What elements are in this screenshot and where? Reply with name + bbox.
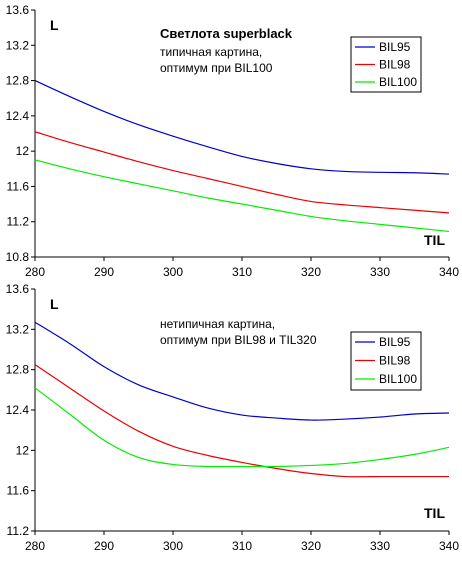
y-tick-label: 11.2 [7, 524, 30, 538]
series-line-bil98 [34, 364, 449, 478]
y-tick-label: 11.2 [7, 215, 30, 229]
series-line-bil95 [34, 321, 450, 421]
y-tick-label: 10.8 [6, 250, 30, 264]
x-tick-label: 310 [232, 539, 252, 553]
x-tick-label: 280 [25, 265, 45, 279]
annotation-line: нетипичная картина, [160, 317, 275, 331]
y-tick-label: 12.4 [6, 403, 30, 417]
x-tick-label: 340 [439, 265, 459, 279]
series-line-bil100 [34, 159, 450, 233]
legend-label: BIL95 [379, 40, 411, 54]
series-line-bil100 [34, 387, 450, 468]
y-tick-label: 12 [16, 443, 30, 457]
legend-label: BIL98 [379, 58, 411, 72]
x-tick-label: 300 [163, 265, 183, 279]
x-tick-label: 310 [232, 265, 252, 279]
series-line-bil95 [34, 80, 450, 175]
x-tick-label: 330 [370, 265, 390, 279]
legend: BIL95 BIL98 BIL100 [350, 331, 422, 391]
chart-title: Светлота superblack [160, 26, 293, 41]
y-tick-label: 11.6 [7, 179, 30, 193]
annotation-line: типичная картина, [160, 45, 262, 59]
x-tick-label: 320 [301, 539, 321, 553]
y-tick-label: 13.6 [6, 3, 30, 17]
y-tick-label: 13.2 [6, 38, 30, 52]
y-tick-label: 11.6 [7, 484, 30, 498]
x-axis-label: TIL [424, 232, 445, 248]
x-tick-label: 290 [94, 539, 114, 553]
x-axis-label: TIL [424, 505, 445, 521]
y-tick-label: 13.2 [6, 322, 30, 336]
y-axis-label: L [50, 17, 59, 33]
y-tick-label: 12 [16, 144, 30, 158]
legend-box [350, 36, 422, 93]
series-line-bil98 [34, 131, 450, 214]
chart-panel-2: 11.2 11.6 12 12.4 12.8 13.2 13.6 280 290 300 310 32… [6, 282, 460, 553]
x-tick-label: 340 [439, 539, 459, 553]
legend-label: BIL100 [379, 372, 417, 386]
x-tick-label: 300 [163, 539, 183, 553]
y-tick-label: 12.8 [6, 74, 30, 88]
legend-label: BIL98 [379, 354, 411, 368]
x-tick-label: 320 [301, 265, 321, 279]
legend: BIL95 BIL98 BIL100 [350, 36, 422, 93]
legend-label: BIL95 [379, 335, 411, 349]
x-tick-label: 280 [25, 539, 45, 553]
annotation-line: оптимум при BIL100 [160, 61, 273, 75]
y-tick-label: 12.4 [6, 109, 30, 123]
y-axis-label: L [50, 296, 59, 312]
x-tick-label: 290 [94, 265, 114, 279]
x-tick-label: 330 [370, 539, 390, 553]
annotation-line: оптимум при BIL98 и TIL320 [160, 333, 317, 347]
y-tick-label: 13.6 [6, 282, 30, 296]
legend-label: BIL100 [379, 75, 417, 89]
y-tick-label: 12.8 [6, 363, 30, 377]
chart-panel-1: 10.8 11.2 11.6 12 12.4 12.8 13.2 13.6 280 290 300 3… [6, 3, 460, 279]
